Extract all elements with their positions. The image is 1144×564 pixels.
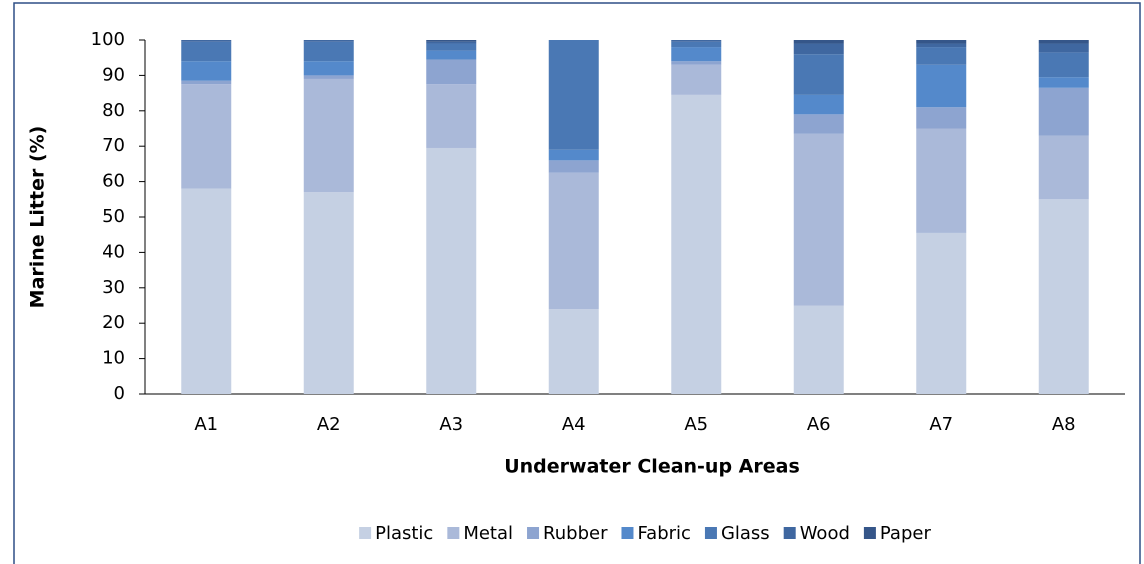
x-axis-title: Underwater Clean-up Areas bbox=[504, 456, 800, 478]
bar-segment bbox=[1038, 199, 1089, 394]
legend-label: Rubber bbox=[543, 523, 608, 544]
bar-segment bbox=[303, 61, 354, 76]
y-tick-label: 40 bbox=[102, 241, 125, 262]
bar-segment bbox=[1038, 52, 1089, 78]
legend-label: Paper bbox=[880, 523, 932, 544]
y-tick-label: 80 bbox=[102, 100, 125, 121]
bar-segment bbox=[1038, 40, 1089, 44]
bar-segment bbox=[793, 94, 844, 115]
bar-segment bbox=[181, 61, 232, 81]
bar-segment bbox=[1038, 43, 1089, 53]
bar-segment bbox=[793, 114, 844, 134]
y-tick-label: 60 bbox=[102, 171, 125, 192]
bar-segment bbox=[793, 43, 844, 55]
x-tick-label: A8 bbox=[1052, 414, 1076, 435]
bar-segment bbox=[793, 133, 844, 306]
bar-segment bbox=[1038, 135, 1089, 200]
bar-segment bbox=[671, 40, 722, 42]
x-tick-label: A1 bbox=[194, 414, 218, 435]
legend-label: Plastic bbox=[375, 523, 433, 544]
bar-segment bbox=[426, 41, 477, 44]
legend-label: Glass bbox=[721, 523, 770, 544]
legend-swatch bbox=[704, 527, 717, 539]
bar-segment bbox=[548, 40, 599, 150]
bar-segment bbox=[916, 47, 967, 65]
x-tick-label: A5 bbox=[684, 414, 708, 435]
legend-swatch bbox=[447, 527, 460, 539]
frame bbox=[13, 2, 1141, 564]
legend-swatch bbox=[527, 527, 540, 539]
legend-swatch bbox=[621, 527, 634, 539]
bar-segment bbox=[793, 40, 844, 44]
bar-segment bbox=[303, 192, 354, 394]
bar-segment bbox=[303, 40, 354, 42]
bar-segment bbox=[916, 128, 967, 233]
bar-segment bbox=[548, 160, 599, 173]
y-axis-title: Marine Litter (%) bbox=[27, 126, 49, 309]
bar-segment bbox=[793, 305, 844, 394]
bar-segment bbox=[181, 41, 232, 62]
x-tick-label: A2 bbox=[317, 414, 341, 435]
bar-segment bbox=[793, 54, 844, 95]
y-tick-label: 100 bbox=[91, 29, 125, 50]
bar-segment bbox=[426, 147, 477, 394]
bar-segment bbox=[548, 172, 599, 310]
y-tick-label: 90 bbox=[102, 64, 125, 85]
bar-segment bbox=[426, 43, 477, 51]
y-tick-label: 30 bbox=[102, 277, 125, 298]
legend-swatch bbox=[863, 527, 876, 539]
bar-segment bbox=[303, 75, 354, 79]
x-tick-label: A4 bbox=[562, 414, 586, 435]
bar-segment bbox=[548, 149, 599, 161]
x-tick-label: A7 bbox=[929, 414, 953, 435]
bar-segment bbox=[181, 40, 232, 42]
bar-segment bbox=[671, 64, 722, 95]
y-tick-label: 20 bbox=[102, 312, 125, 333]
bar-segment bbox=[426, 50, 477, 60]
bar-segment bbox=[1038, 87, 1089, 136]
bar-segment bbox=[303, 41, 354, 62]
bar-segment bbox=[671, 61, 722, 65]
y-tick-label: 70 bbox=[102, 135, 125, 156]
legend-label: Metal bbox=[463, 523, 513, 544]
bar-segment bbox=[671, 41, 722, 48]
bar-segment bbox=[426, 40, 477, 42]
y-tick-label: 0 bbox=[114, 383, 125, 404]
bar-segment bbox=[303, 78, 354, 193]
bar-segment bbox=[181, 80, 232, 85]
legend-swatch bbox=[783, 527, 796, 539]
legend-label: Fabric bbox=[637, 523, 690, 544]
bar-segment bbox=[916, 40, 967, 44]
bar-segment bbox=[671, 47, 722, 62]
legend-label: Wood bbox=[800, 523, 850, 544]
bar-segment bbox=[181, 188, 232, 394]
bar-segment bbox=[426, 59, 477, 85]
y-tick-label: 50 bbox=[102, 206, 125, 227]
x-tick-label: A6 bbox=[807, 414, 831, 435]
x-tick-label: A3 bbox=[439, 414, 463, 435]
bar-segment bbox=[916, 64, 967, 108]
bar-segment bbox=[916, 43, 967, 48]
bar-segment bbox=[181, 84, 232, 189]
bar-segment bbox=[548, 309, 599, 394]
bar-segment bbox=[671, 94, 722, 395]
bar-segment bbox=[426, 84, 477, 148]
y-tick-label: 10 bbox=[102, 348, 125, 369]
bar-segment bbox=[916, 107, 967, 129]
bar-segment bbox=[916, 232, 967, 394]
bar-segment bbox=[1038, 77, 1089, 88]
legend-swatch bbox=[359, 527, 372, 539]
